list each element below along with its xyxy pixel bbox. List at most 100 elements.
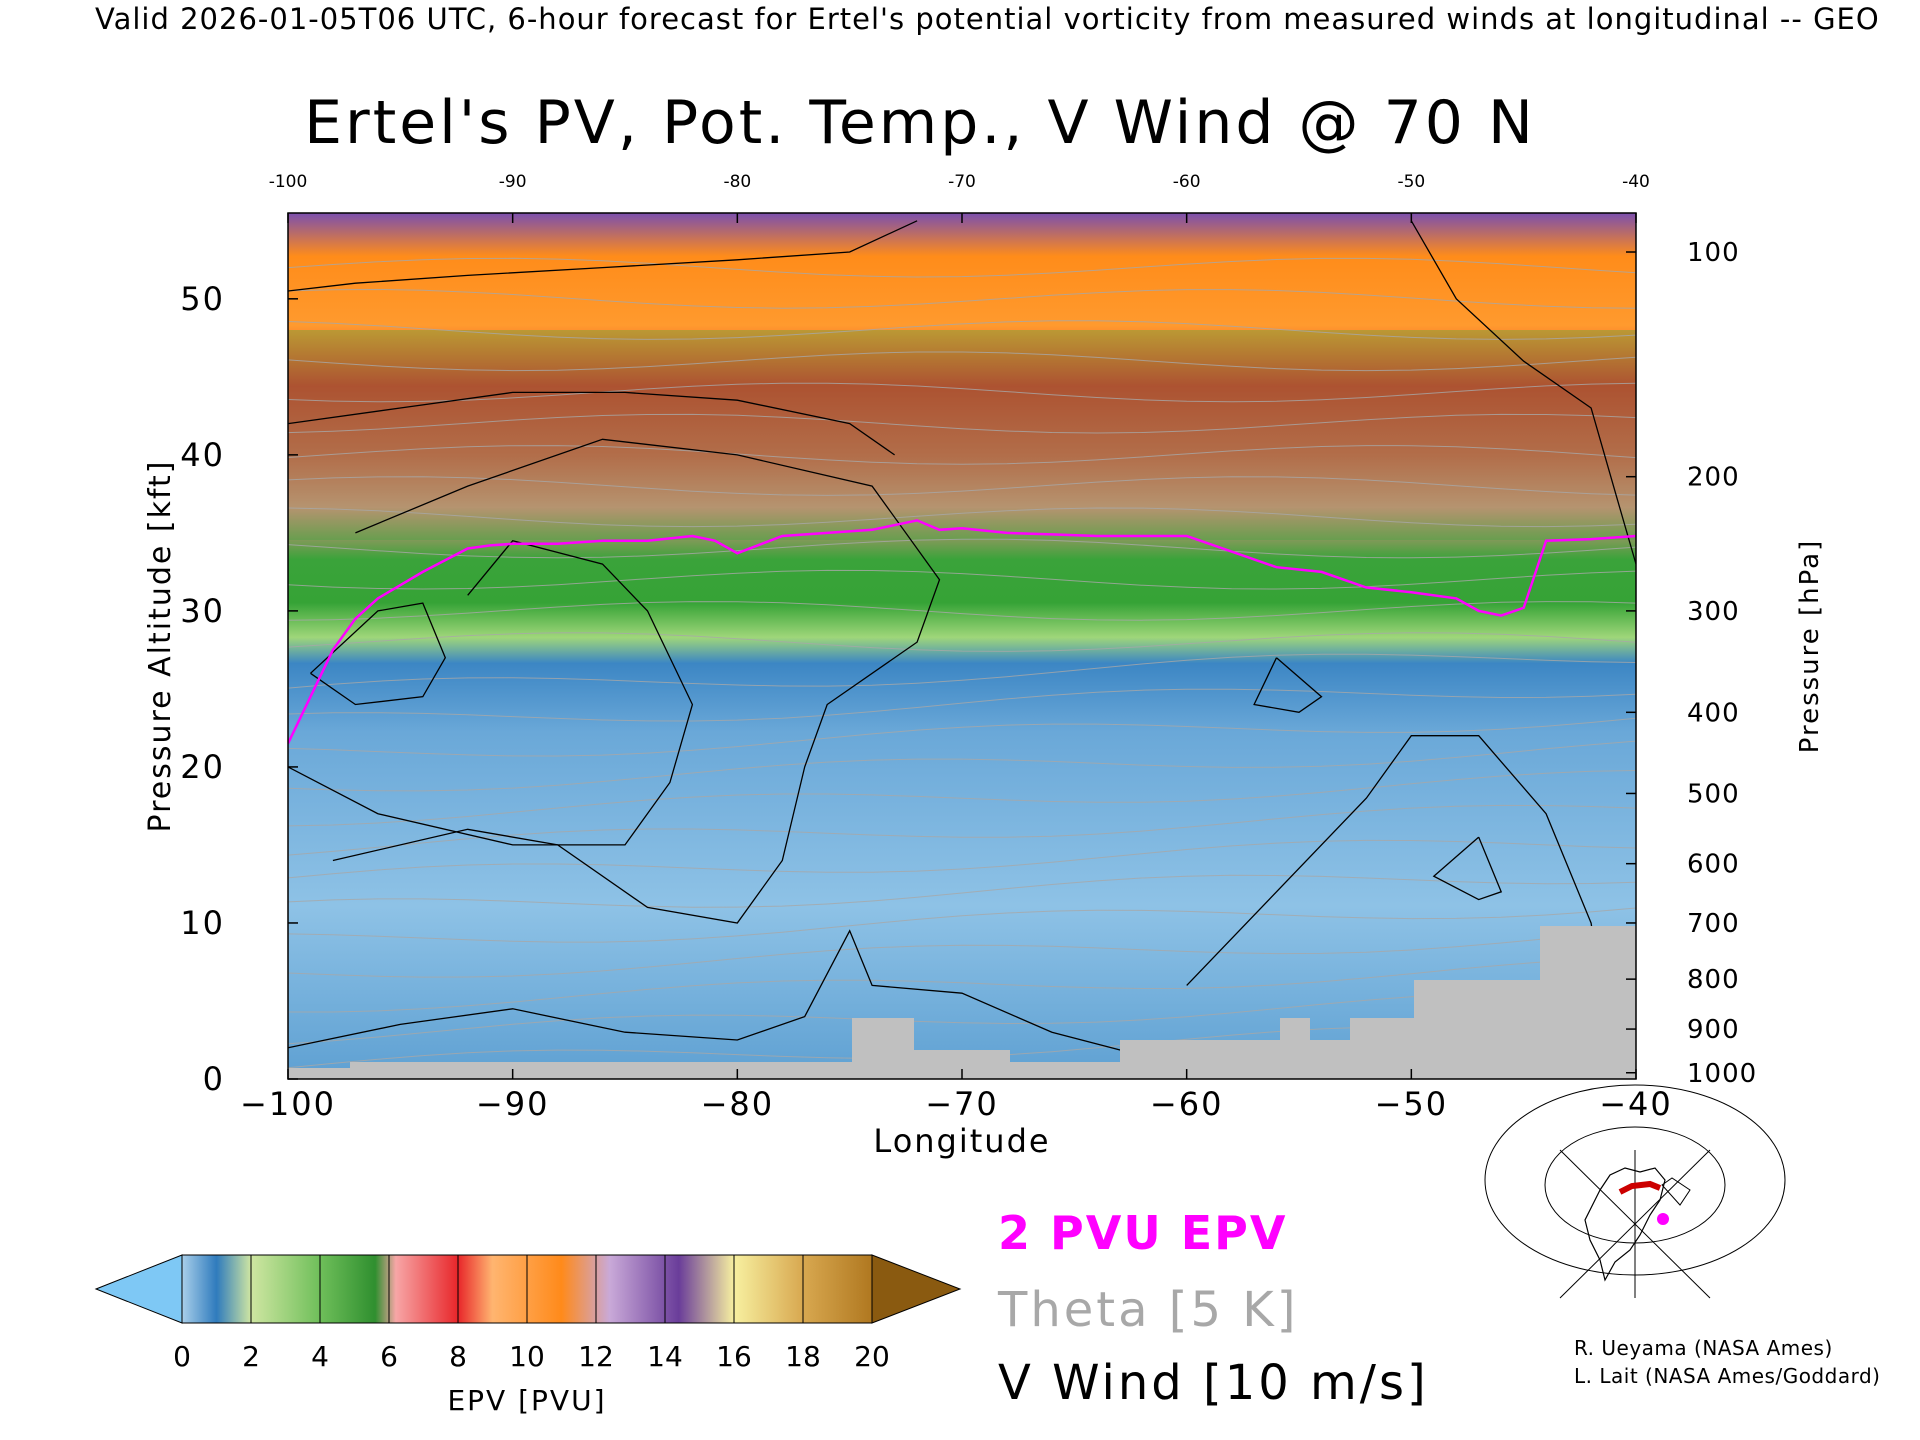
y-tick-label-right: 500 bbox=[1687, 779, 1740, 809]
colorbar-tick-label: 2 bbox=[242, 1340, 260, 1373]
v-wind-contour bbox=[288, 929, 1142, 1057]
colorbar-tick-label: 18 bbox=[785, 1340, 821, 1373]
v-wind-contour bbox=[1186, 735, 1615, 1079]
credit-line-2: L. Lait (NASA Ames/Goddard) bbox=[1574, 1364, 1881, 1388]
y-tick-label-right: 300 bbox=[1687, 597, 1740, 627]
theta-line bbox=[288, 413, 1636, 434]
x-axis-label: Longitude bbox=[873, 1122, 1050, 1160]
theta-line bbox=[288, 839, 1636, 879]
theta-line bbox=[288, 740, 1636, 792]
colorbar-upper-extend bbox=[871, 1254, 962, 1324]
colorbar-ticks: 0 2 4 6 8 10 12 14 16 18 20 bbox=[173, 1340, 890, 1373]
x-tick-label-top: -40 bbox=[1622, 172, 1650, 192]
theta-line bbox=[288, 688, 1636, 722]
theta-line bbox=[288, 569, 1636, 590]
theta-line bbox=[288, 445, 1636, 465]
theta-lines bbox=[288, 257, 1636, 1069]
chart-title-text: Ertel's PV, Pot. Temp., V Wind @ 70 N bbox=[304, 88, 1536, 158]
v-wind-contour bbox=[1253, 657, 1323, 713]
x-tick-label-bottom: −60 bbox=[1150, 1085, 1224, 1123]
theta-line bbox=[288, 717, 1636, 757]
v-wind-contour bbox=[288, 391, 895, 456]
v-wind-contour bbox=[1410, 220, 1636, 565]
y-tick-label-left: 50 bbox=[180, 280, 225, 318]
y-tick-label-left: 0 bbox=[203, 1060, 225, 1098]
theta-line bbox=[288, 929, 1636, 978]
theta-line bbox=[288, 351, 1636, 372]
y-tick-label-right: 400 bbox=[1687, 698, 1740, 728]
y-tick-label-left: 40 bbox=[180, 436, 225, 474]
colorbar-tick-label: 4 bbox=[311, 1340, 329, 1373]
y-axis-right-pressure: 100 200 300 400 500 600 700 800 900 1000 bbox=[1626, 238, 1757, 1089]
legend-pv: 2 PVU EPV bbox=[998, 1206, 1288, 1260]
x-tick-label-top: -100 bbox=[269, 172, 308, 192]
y-axis-label-right: Pressure [hPa] bbox=[1795, 539, 1825, 754]
x-tick-label-bottom: −50 bbox=[1375, 1085, 1449, 1123]
theta-line bbox=[288, 320, 1636, 340]
v-wind-contour bbox=[1432, 836, 1503, 901]
y-tick-label-right: 200 bbox=[1687, 463, 1740, 493]
theta-line bbox=[288, 991, 1636, 1045]
y-tick-label-right: 100 bbox=[1687, 238, 1740, 268]
colorbar-tick-label: 10 bbox=[509, 1340, 545, 1373]
colorbar-tick-label: 6 bbox=[380, 1340, 398, 1373]
y-tick-label-left: 20 bbox=[180, 748, 225, 786]
x-tick-label-top: -80 bbox=[723, 172, 751, 192]
colorbar-tick-label: 12 bbox=[578, 1340, 614, 1373]
x-tick-label-bottom: −100 bbox=[240, 1085, 336, 1123]
chart-title: Ertel's PV, Pot. Temp., V Wind @ 70 N bbox=[0, 88, 1920, 158]
v-wind-contour bbox=[310, 602, 447, 706]
colorbar-dividers bbox=[250, 1255, 804, 1323]
theta-line bbox=[288, 653, 1636, 689]
theta-line bbox=[288, 804, 1636, 856]
theta-line bbox=[288, 257, 1636, 278]
y-tick-label-right: 800 bbox=[1687, 965, 1740, 995]
y-tick-label-right: 600 bbox=[1687, 850, 1740, 880]
theta-line bbox=[288, 507, 1636, 528]
colorbar-label: EPV [PVU] bbox=[447, 1384, 606, 1417]
x-tick-label-top: -50 bbox=[1397, 172, 1425, 192]
colorbar-tick-label: 14 bbox=[647, 1340, 683, 1373]
x-tick-label-top: -60 bbox=[1173, 172, 1201, 192]
x-tick-label-top: -90 bbox=[499, 172, 527, 192]
colorbar-tick-label: 20 bbox=[854, 1340, 890, 1373]
x-axis-bottom: −100 −90 −80 −70 −60 −50 −40 bbox=[240, 1069, 1673, 1123]
legend-vwind: V Wind [10 m/s] bbox=[998, 1355, 1429, 1411]
v-wind-contour bbox=[288, 220, 918, 292]
v-wind-contours bbox=[288, 220, 1636, 1079]
terrain bbox=[288, 926, 1636, 1079]
colorbar-tick-label: 0 bbox=[173, 1340, 191, 1373]
credit-line-1: R. Ueyama (NASA Ames) bbox=[1574, 1336, 1833, 1360]
x-axis-top: -100 -90 -80 -70 -60 -50 -40 bbox=[269, 172, 1650, 223]
x-tick-label-bottom: −80 bbox=[701, 1085, 775, 1123]
locator-map bbox=[1484, 1084, 1786, 1299]
theta-line bbox=[288, 476, 1636, 496]
y-axis-left: 0 10 20 30 40 50 bbox=[180, 280, 298, 1098]
colorbar-tick-label: 16 bbox=[716, 1340, 752, 1373]
pv-field bbox=[288, 213, 1636, 1079]
x-tick-label-bottom: −70 bbox=[925, 1085, 999, 1123]
colorbar: 0 2 4 6 8 10 12 14 16 18 20 EPV [PVU] bbox=[94, 1254, 962, 1417]
v-wind-contour bbox=[332, 438, 941, 924]
x-tick-label-bottom: −90 bbox=[476, 1085, 550, 1123]
x-tick-label-top: -70 bbox=[948, 172, 976, 192]
tropopause-2pvu-line bbox=[288, 519, 1636, 745]
legend-theta: Theta [5 K] bbox=[998, 1282, 1299, 1338]
theta-line bbox=[288, 907, 1636, 943]
y-tick-label-left: 10 bbox=[180, 904, 225, 942]
plot-area bbox=[287, 212, 1637, 1080]
y-tick-label-right: 700 bbox=[1687, 909, 1740, 939]
y-tick-label-right: 1000 bbox=[1687, 1059, 1757, 1089]
x-tick-label-bottom: −40 bbox=[1599, 1085, 1673, 1123]
colorbar-lower-extend bbox=[94, 1254, 183, 1324]
theta-line bbox=[288, 538, 1636, 559]
header-text: Valid 2026-01-05T06 UTC, 6-hour forecast… bbox=[95, 2, 1880, 36]
theta-line bbox=[288, 288, 1636, 309]
y-tick-label-left: 30 bbox=[180, 592, 225, 630]
stratosphere-green-band bbox=[288, 330, 1636, 540]
theta-line bbox=[288, 770, 1636, 827]
y-tick-label-right: 900 bbox=[1687, 1015, 1740, 1045]
colorbar-tick-label: 8 bbox=[449, 1340, 467, 1373]
theta-line bbox=[288, 874, 1636, 908]
v-wind-contour bbox=[288, 539, 694, 846]
